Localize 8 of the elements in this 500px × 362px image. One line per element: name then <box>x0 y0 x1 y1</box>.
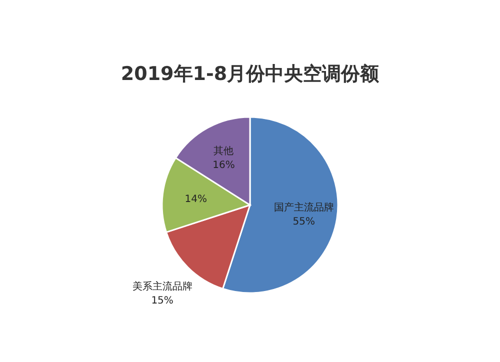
data-label: 14% <box>184 194 207 206</box>
slice-label: 美系主流品牌 <box>132 280 192 293</box>
data-label: 15% <box>151 296 174 307</box>
slice-label: 其他 <box>214 145 234 158</box>
data-label: 16% <box>212 160 235 172</box>
chart-title: 2019年1-8月份中央空调份额 <box>120 63 380 85</box>
slice-label: 国产主流品牌 <box>274 202 334 214</box>
data-label: 55% <box>292 216 316 228</box>
